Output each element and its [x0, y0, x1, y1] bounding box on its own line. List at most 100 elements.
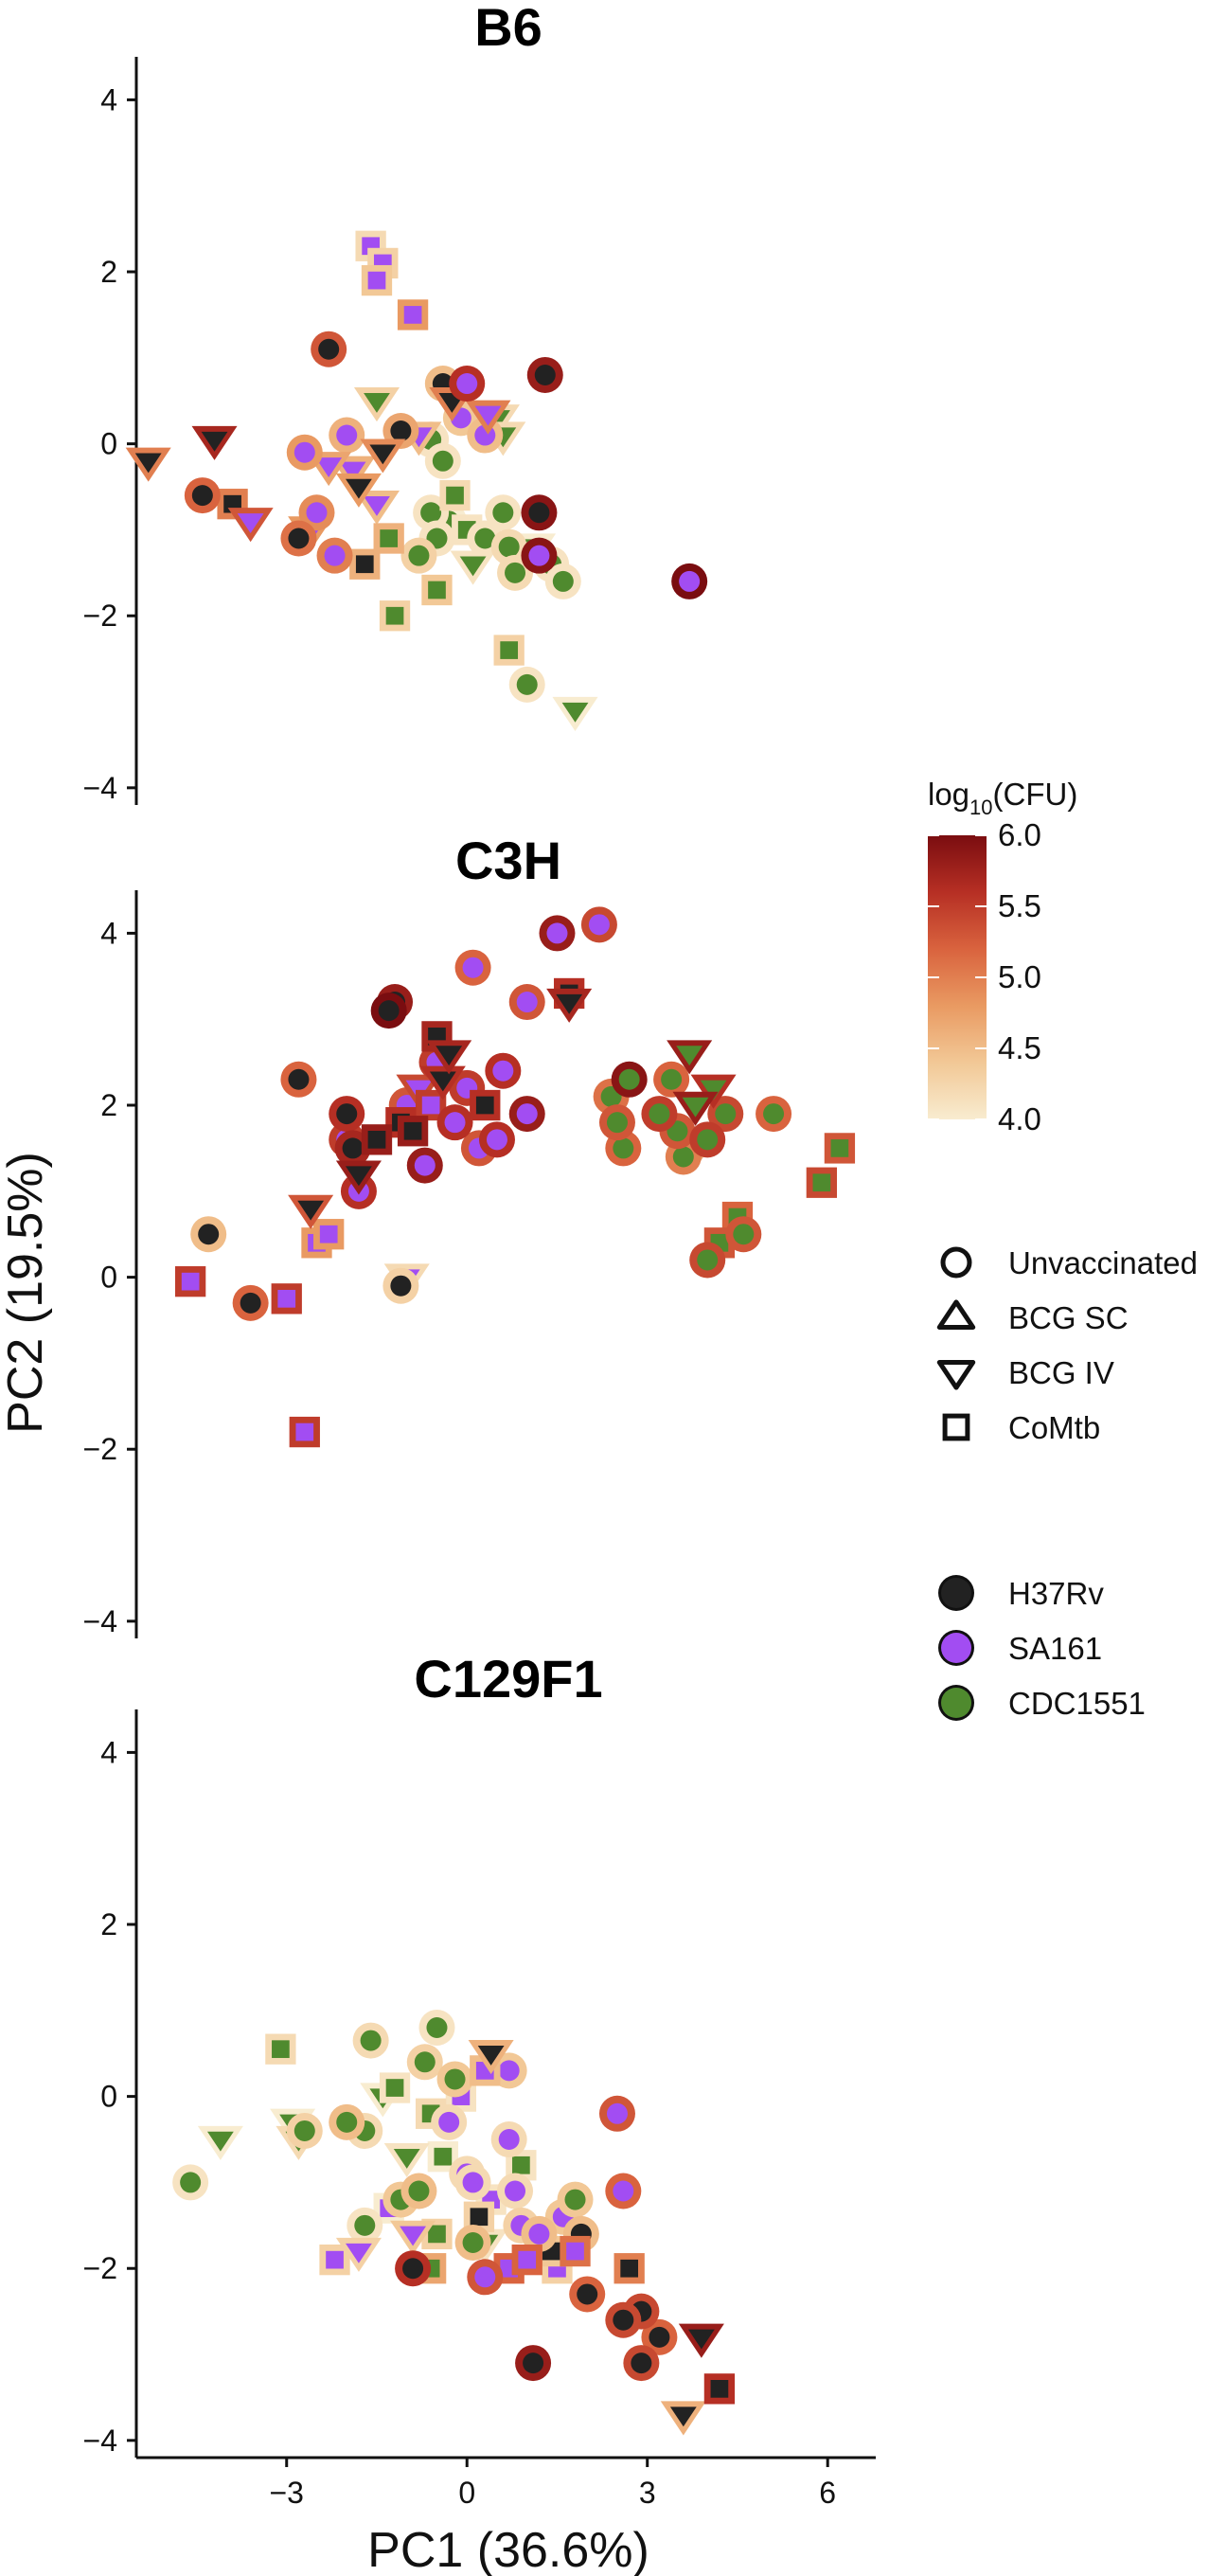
data-point — [400, 2173, 437, 2209]
data-point — [361, 264, 393, 296]
legend-strain-label: H37Rv — [1008, 1576, 1104, 1611]
data-point — [508, 1096, 545, 1133]
point-fill-triangle-down — [393, 2148, 420, 2169]
legend-circle-icon — [940, 1246, 972, 1279]
data-point — [526, 356, 563, 393]
point-fill-circle — [191, 485, 213, 507]
data-point — [335, 473, 382, 508]
point-fill-circle — [293, 2120, 315, 2141]
point-fill-circle — [408, 2180, 430, 2202]
data-point — [623, 2345, 660, 2382]
point-fill-circle — [444, 1112, 466, 1134]
x-tick-label: 0 — [458, 2476, 475, 2510]
data-point — [806, 1167, 838, 1198]
point-fill-square — [566, 2242, 584, 2261]
point-fill-square — [710, 2380, 729, 2398]
point-fill-circle — [492, 1060, 514, 1082]
point-fill-square — [326, 2250, 344, 2269]
y-tick-label: 0 — [100, 427, 117, 461]
point-fill-circle — [618, 1068, 640, 1090]
data-point — [521, 494, 558, 531]
data-point — [605, 2173, 642, 2209]
point-fill-circle — [715, 1103, 737, 1125]
data-point — [470, 1089, 501, 1121]
point-fill-circle — [318, 338, 340, 360]
point-fill-triangle-down — [346, 2243, 372, 2263]
colorbar-tick-label: 5.5 — [998, 888, 1041, 923]
point-fill-circle — [354, 2214, 376, 2236]
data-point — [703, 2373, 736, 2405]
data-point — [298, 494, 335, 531]
x-tick-label: 3 — [639, 2476, 656, 2510]
point-fill-triangle-down — [206, 2131, 234, 2152]
legend-shape-label: Unvaccinated — [1008, 1245, 1198, 1280]
point-fill-square — [428, 581, 446, 599]
x-tick-label: 6 — [819, 2476, 836, 2510]
point-fill-square — [434, 2147, 453, 2166]
point-fill-circle — [492, 502, 514, 524]
point-fill-circle — [390, 1275, 412, 1297]
colorbar-tick-label: 5.0 — [998, 959, 1041, 994]
data-point — [313, 1219, 345, 1250]
point-fill-circle — [288, 528, 310, 549]
point-fill-circle — [564, 2189, 586, 2210]
data-point — [454, 2224, 491, 2261]
point-fill-triangle-down — [676, 1046, 703, 1066]
data-point — [397, 299, 429, 331]
data-point — [174, 1266, 206, 1297]
data-point — [454, 2164, 491, 2201]
point-fill-circle — [342, 1137, 364, 1159]
data-point — [450, 550, 496, 585]
point-fill-square — [403, 1121, 422, 1140]
point-fill-circle — [402, 2258, 424, 2280]
point-fill-triangle-down — [297, 1200, 325, 1221]
data-point — [552, 696, 598, 731]
data-point — [373, 523, 404, 554]
data-point — [191, 425, 238, 460]
colorbar-title: log10(CFU) — [928, 777, 1077, 819]
point-fill-circle — [432, 450, 453, 472]
point-fill-circle — [198, 1224, 220, 1245]
data-point — [347, 2207, 383, 2244]
data-point — [824, 1133, 856, 1164]
y-tick-label: 4 — [100, 1735, 117, 1769]
x-tick-label: −3 — [269, 2476, 303, 2510]
point-fill-square — [403, 306, 422, 324]
data-point — [421, 2218, 453, 2250]
legend-shape-label: CoMtb — [1008, 1410, 1100, 1445]
y-tick-label: 2 — [100, 255, 117, 289]
y-tick-label: 2 — [100, 1907, 117, 1941]
point-fill-square — [367, 271, 386, 290]
point-fill-circle — [546, 922, 568, 944]
data-point — [490, 2121, 527, 2158]
legend-strain-label: CDC1551 — [1008, 1686, 1146, 1721]
data-point — [756, 1096, 792, 1133]
point-fill-circle — [516, 673, 538, 695]
point-fill-triangle-down — [237, 513, 264, 533]
point-fill-square — [446, 486, 464, 505]
point-fill-circle — [552, 570, 574, 592]
point-fill-square — [367, 1130, 386, 1149]
point-fill-circle — [324, 545, 346, 566]
point-fill-square — [277, 1289, 296, 1308]
data-point — [361, 1124, 393, 1155]
point-fill-circle — [588, 914, 610, 936]
point-fill-circle — [679, 570, 701, 592]
point-fill-triangle-down — [346, 478, 372, 499]
colorbar-tick-label: 4.0 — [998, 1101, 1041, 1136]
point-fill-circle — [444, 2068, 466, 2090]
point-fill-circle — [498, 536, 520, 558]
legend-triangle-down-icon — [936, 1360, 976, 1390]
point-fill-circle — [288, 1068, 310, 1090]
point-fill-circle — [336, 1103, 358, 1125]
point-fill-square — [272, 2040, 290, 2059]
data-point — [569, 2276, 606, 2313]
point-fill-triangle-down — [201, 431, 228, 452]
data-point — [478, 1121, 515, 1158]
point-fill-square — [620, 2259, 639, 2278]
point-fill-circle — [378, 1000, 400, 1022]
data-point — [379, 2072, 411, 2103]
data-point — [605, 2301, 642, 2338]
data-point — [508, 984, 545, 1021]
y-tick-label: −4 — [83, 1604, 117, 1638]
